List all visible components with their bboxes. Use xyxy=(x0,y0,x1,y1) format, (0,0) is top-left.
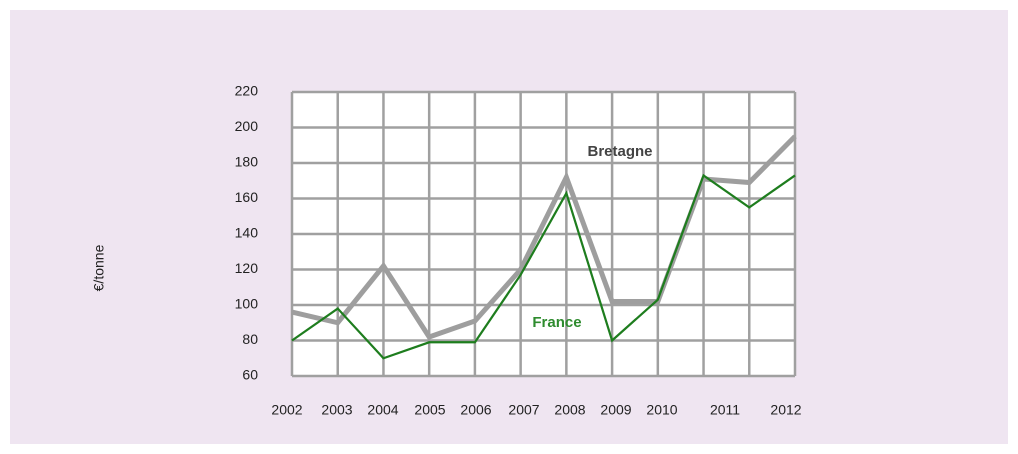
grid xyxy=(290,90,797,378)
x-tick-label: 2006 xyxy=(460,402,491,418)
y-tick-label: 100 xyxy=(235,296,259,312)
x-tick-label: 2005 xyxy=(414,402,445,418)
lines xyxy=(291,134,797,360)
x-tick-label: 2012 xyxy=(770,402,801,418)
x-tick-label: 2004 xyxy=(367,402,398,418)
y-tick-label: 80 xyxy=(242,331,258,347)
series-label: France xyxy=(532,314,581,331)
series-line xyxy=(291,173,796,360)
x-tick-label: 2011 xyxy=(710,402,740,418)
x-tick-label: 2008 xyxy=(554,402,585,418)
series-label: Bretagne xyxy=(587,143,652,160)
x-tick-label: 2003 xyxy=(321,402,352,418)
x-tick-label: 2007 xyxy=(508,402,539,418)
y-axis-label: €/tonne xyxy=(91,244,107,291)
x-tick-label: 2002 xyxy=(271,402,302,418)
x-tick-label: 2009 xyxy=(600,402,631,418)
y-tick-label: 180 xyxy=(235,154,259,170)
y-tick-label: 220 xyxy=(235,83,259,99)
y-tick-label: 120 xyxy=(235,260,259,276)
y-tick-label: 60 xyxy=(242,367,258,383)
y-tick-label: 140 xyxy=(235,225,259,241)
x-tick-label: 2010 xyxy=(646,402,677,418)
y-tick-label: 160 xyxy=(235,189,259,205)
y-tick-label: 200 xyxy=(235,118,259,134)
